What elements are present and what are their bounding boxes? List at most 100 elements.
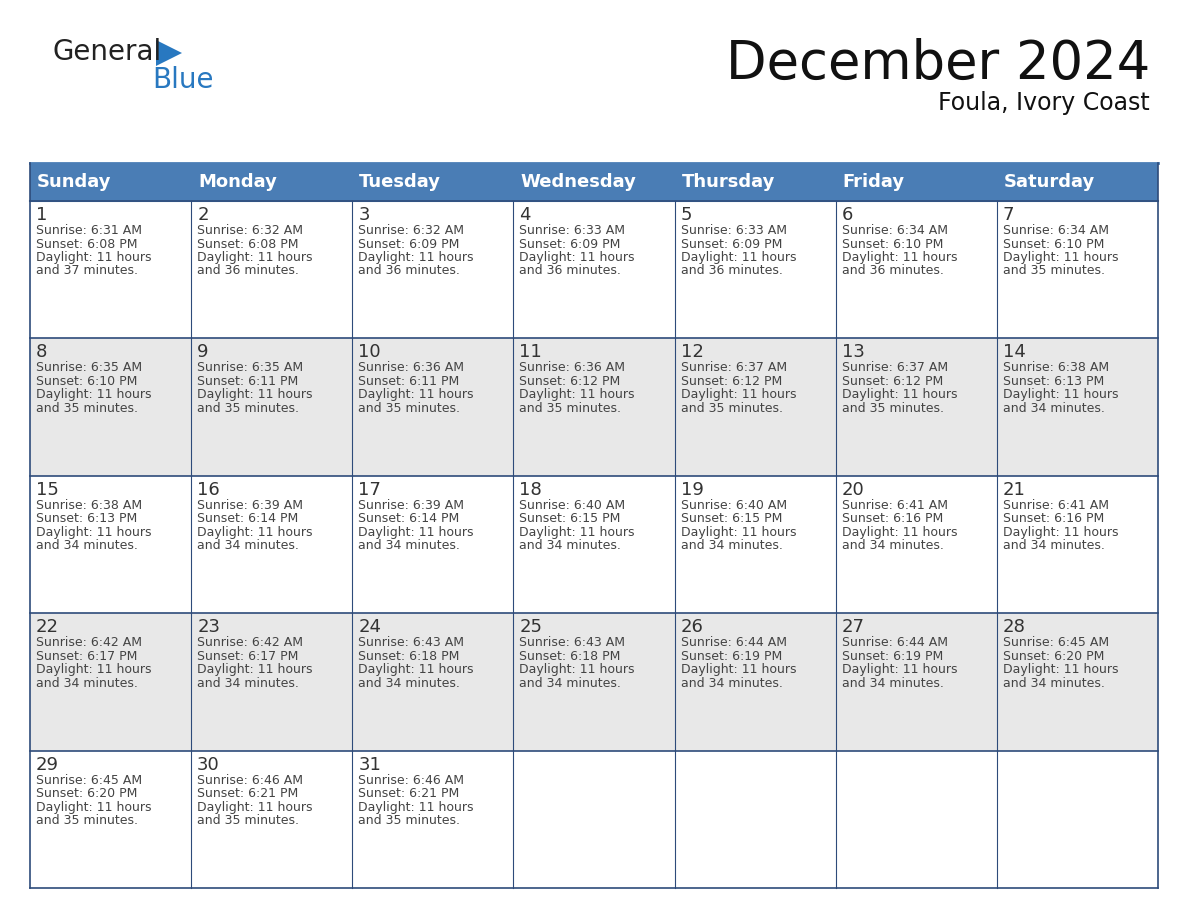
- Text: Daylight: 11 hours: Daylight: 11 hours: [1003, 526, 1118, 539]
- Text: Sunset: 6:21 PM: Sunset: 6:21 PM: [359, 787, 460, 800]
- Text: 11: 11: [519, 343, 542, 362]
- Text: Sunrise: 6:40 AM: Sunrise: 6:40 AM: [681, 498, 786, 512]
- Text: Daylight: 11 hours: Daylight: 11 hours: [842, 388, 958, 401]
- Text: Foula, Ivory Coast: Foula, Ivory Coast: [939, 91, 1150, 115]
- Text: 4: 4: [519, 206, 531, 224]
- Text: Friday: Friday: [842, 173, 905, 191]
- Text: Sunrise: 6:33 AM: Sunrise: 6:33 AM: [681, 224, 786, 237]
- Text: Sunset: 6:18 PM: Sunset: 6:18 PM: [359, 650, 460, 663]
- Text: 16: 16: [197, 481, 220, 498]
- Text: 17: 17: [359, 481, 381, 498]
- Text: Sunset: 6:19 PM: Sunset: 6:19 PM: [681, 650, 782, 663]
- Polygon shape: [156, 40, 182, 66]
- Text: General: General: [52, 38, 162, 66]
- Bar: [997, 163, 1158, 201]
- Text: 30: 30: [197, 756, 220, 774]
- Text: Sunrise: 6:45 AM: Sunrise: 6:45 AM: [36, 774, 143, 787]
- Text: Daylight: 11 hours: Daylight: 11 hours: [1003, 251, 1118, 264]
- Text: Daylight: 11 hours: Daylight: 11 hours: [519, 526, 634, 539]
- Text: Sunrise: 6:41 AM: Sunrise: 6:41 AM: [842, 498, 948, 512]
- Text: Sunrise: 6:44 AM: Sunrise: 6:44 AM: [681, 636, 786, 649]
- Text: 21: 21: [1003, 481, 1025, 498]
- Text: and 34 minutes.: and 34 minutes.: [842, 677, 943, 689]
- Text: Daylight: 11 hours: Daylight: 11 hours: [197, 663, 312, 677]
- Text: Daylight: 11 hours: Daylight: 11 hours: [359, 526, 474, 539]
- Text: Sunset: 6:17 PM: Sunset: 6:17 PM: [197, 650, 298, 663]
- Text: 9: 9: [197, 343, 209, 362]
- Text: and 34 minutes.: and 34 minutes.: [681, 539, 783, 553]
- Text: 10: 10: [359, 343, 381, 362]
- Bar: [835, 163, 997, 201]
- Text: Daylight: 11 hours: Daylight: 11 hours: [842, 526, 958, 539]
- Text: Sunset: 6:17 PM: Sunset: 6:17 PM: [36, 650, 138, 663]
- Text: 3: 3: [359, 206, 369, 224]
- Text: Sunrise: 6:44 AM: Sunrise: 6:44 AM: [842, 636, 948, 649]
- Text: Daylight: 11 hours: Daylight: 11 hours: [519, 663, 634, 677]
- Text: Daylight: 11 hours: Daylight: 11 hours: [1003, 388, 1118, 401]
- Text: Daylight: 11 hours: Daylight: 11 hours: [359, 663, 474, 677]
- Text: Daylight: 11 hours: Daylight: 11 hours: [681, 663, 796, 677]
- Text: Sunset: 6:21 PM: Sunset: 6:21 PM: [197, 787, 298, 800]
- Text: and 34 minutes.: and 34 minutes.: [519, 677, 621, 689]
- Text: Daylight: 11 hours: Daylight: 11 hours: [1003, 663, 1118, 677]
- Text: Sunrise: 6:34 AM: Sunrise: 6:34 AM: [842, 224, 948, 237]
- Text: 8: 8: [36, 343, 48, 362]
- Text: and 34 minutes.: and 34 minutes.: [681, 677, 783, 689]
- Text: Daylight: 11 hours: Daylight: 11 hours: [519, 251, 634, 264]
- Text: and 35 minutes.: and 35 minutes.: [197, 402, 299, 415]
- Text: and 36 minutes.: and 36 minutes.: [842, 264, 943, 277]
- Text: and 34 minutes.: and 34 minutes.: [359, 539, 460, 553]
- Text: 28: 28: [1003, 618, 1025, 636]
- Text: 15: 15: [36, 481, 59, 498]
- Text: 7: 7: [1003, 206, 1015, 224]
- Text: and 35 minutes.: and 35 minutes.: [842, 402, 943, 415]
- Text: 13: 13: [842, 343, 865, 362]
- Text: Sunrise: 6:38 AM: Sunrise: 6:38 AM: [36, 498, 143, 512]
- Text: 1: 1: [36, 206, 48, 224]
- Text: 2: 2: [197, 206, 209, 224]
- Text: Daylight: 11 hours: Daylight: 11 hours: [842, 663, 958, 677]
- Text: and 34 minutes.: and 34 minutes.: [359, 677, 460, 689]
- Text: 20: 20: [842, 481, 865, 498]
- Text: Daylight: 11 hours: Daylight: 11 hours: [197, 526, 312, 539]
- Bar: [30, 163, 191, 201]
- Text: Daylight: 11 hours: Daylight: 11 hours: [36, 251, 152, 264]
- Text: 23: 23: [197, 618, 220, 636]
- Text: Sunset: 6:20 PM: Sunset: 6:20 PM: [36, 787, 138, 800]
- Text: 24: 24: [359, 618, 381, 636]
- Text: Tuesday: Tuesday: [359, 173, 441, 191]
- Text: Sunset: 6:10 PM: Sunset: 6:10 PM: [1003, 238, 1104, 251]
- Text: and 35 minutes.: and 35 minutes.: [359, 814, 460, 827]
- Text: Sunset: 6:13 PM: Sunset: 6:13 PM: [36, 512, 138, 525]
- Text: Sunrise: 6:31 AM: Sunrise: 6:31 AM: [36, 224, 143, 237]
- Text: and 35 minutes.: and 35 minutes.: [359, 402, 460, 415]
- Text: Daylight: 11 hours: Daylight: 11 hours: [36, 388, 152, 401]
- Text: Sunrise: 6:35 AM: Sunrise: 6:35 AM: [197, 362, 303, 375]
- Text: Sunset: 6:19 PM: Sunset: 6:19 PM: [842, 650, 943, 663]
- Text: Daylight: 11 hours: Daylight: 11 hours: [359, 800, 474, 813]
- Text: Saturday: Saturday: [1004, 173, 1095, 191]
- Text: Sunrise: 6:35 AM: Sunrise: 6:35 AM: [36, 362, 143, 375]
- Text: and 36 minutes.: and 36 minutes.: [681, 264, 783, 277]
- Text: Sunset: 6:10 PM: Sunset: 6:10 PM: [842, 238, 943, 251]
- Text: Daylight: 11 hours: Daylight: 11 hours: [681, 526, 796, 539]
- Text: Daylight: 11 hours: Daylight: 11 hours: [36, 663, 152, 677]
- Text: and 34 minutes.: and 34 minutes.: [197, 677, 299, 689]
- Text: and 37 minutes.: and 37 minutes.: [36, 264, 138, 277]
- Text: Daylight: 11 hours: Daylight: 11 hours: [197, 251, 312, 264]
- Text: and 34 minutes.: and 34 minutes.: [197, 539, 299, 553]
- Text: Daylight: 11 hours: Daylight: 11 hours: [842, 251, 958, 264]
- Bar: [191, 163, 353, 201]
- Text: Daylight: 11 hours: Daylight: 11 hours: [359, 251, 474, 264]
- Text: and 36 minutes.: and 36 minutes.: [197, 264, 299, 277]
- Text: Sunset: 6:12 PM: Sunset: 6:12 PM: [842, 375, 943, 388]
- Text: Sunrise: 6:43 AM: Sunrise: 6:43 AM: [359, 636, 465, 649]
- Text: and 34 minutes.: and 34 minutes.: [36, 677, 138, 689]
- Text: Sunrise: 6:39 AM: Sunrise: 6:39 AM: [359, 498, 465, 512]
- Text: Monday: Monday: [198, 173, 277, 191]
- Text: 25: 25: [519, 618, 543, 636]
- Text: and 34 minutes.: and 34 minutes.: [36, 539, 138, 553]
- Text: Sunset: 6:15 PM: Sunset: 6:15 PM: [519, 512, 621, 525]
- Text: Sunrise: 6:41 AM: Sunrise: 6:41 AM: [1003, 498, 1108, 512]
- Text: Blue: Blue: [152, 66, 214, 94]
